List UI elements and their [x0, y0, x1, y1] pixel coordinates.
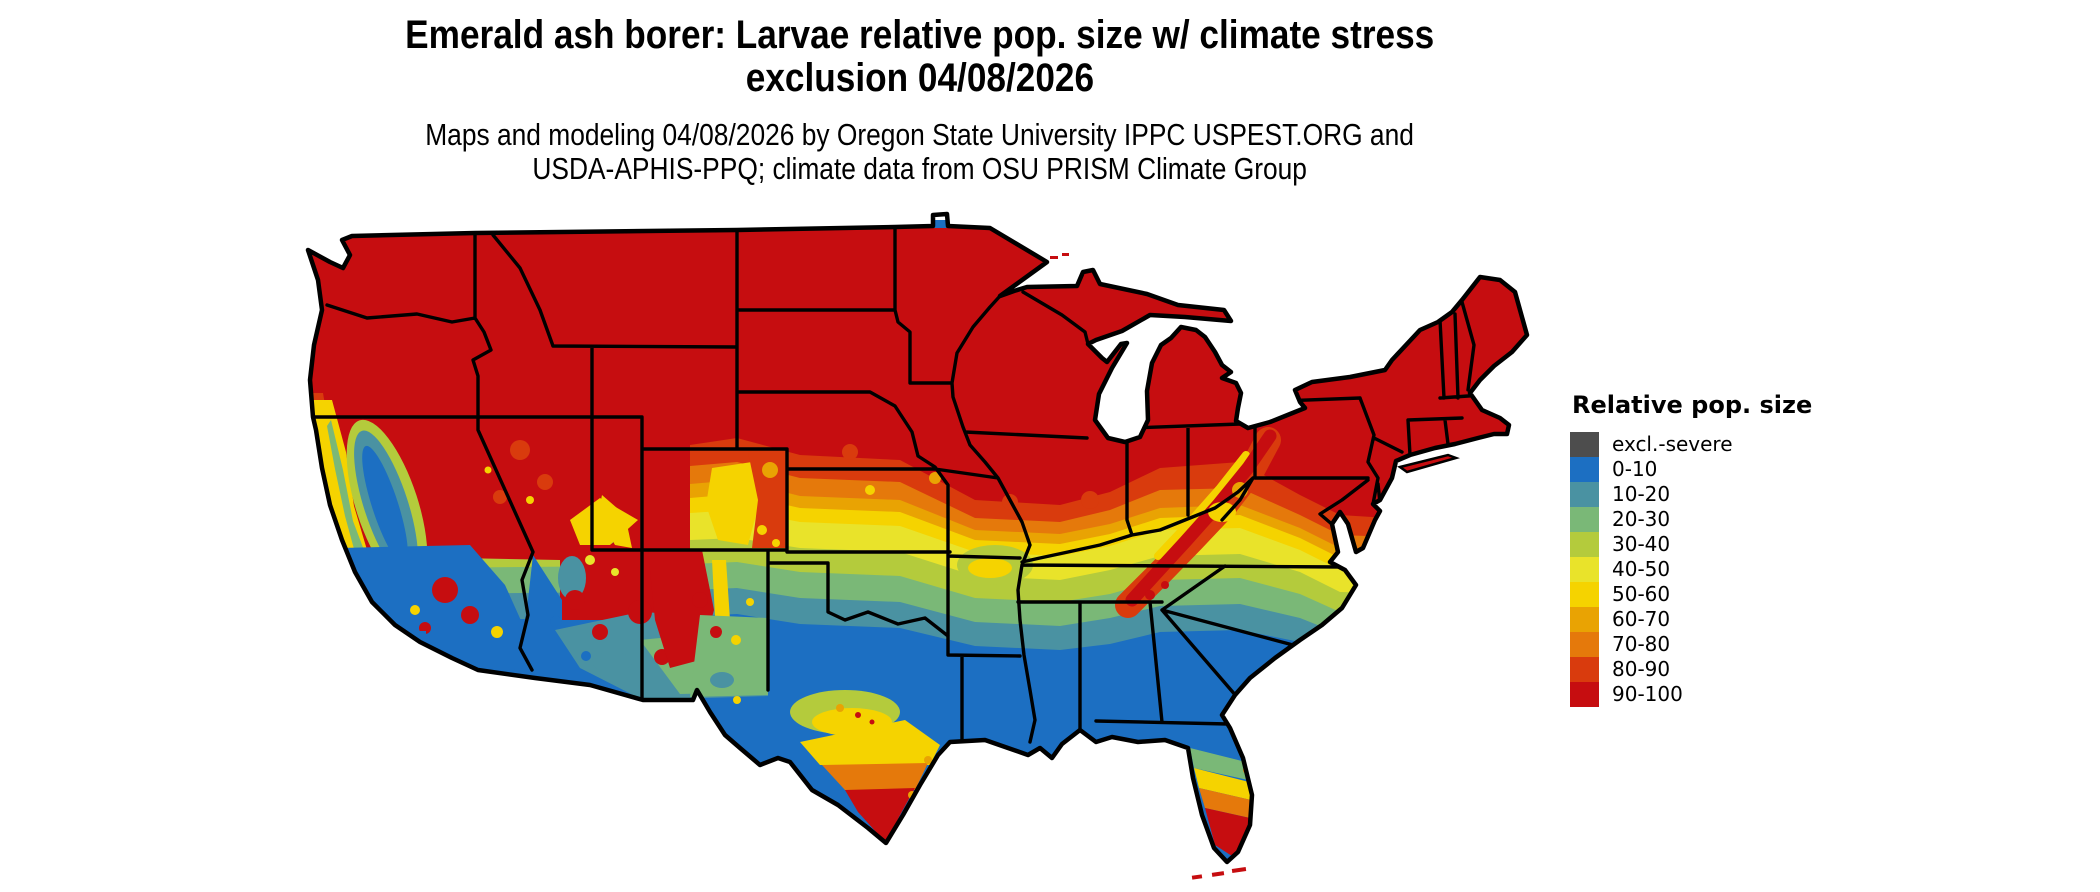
legend-swatch-icon — [1570, 457, 1599, 482]
offshore-features — [400, 253, 1460, 880]
legend-item: 30-40 — [1570, 532, 1900, 557]
title-line-2: exclusion 04/08/2026 — [745, 56, 1095, 100]
legend-swatch-icon — [1570, 432, 1599, 457]
legend-label: 0-10 — [1612, 457, 1658, 481]
legend-label: 60-70 — [1612, 607, 1671, 631]
legend-swatch-icon — [1570, 657, 1599, 682]
legend-item: 80-90 — [1570, 657, 1900, 682]
subtitle-line-2: USDA-APHIS-PPQ; climate data from OSU PR… — [532, 151, 1308, 186]
legend-item: 50-60 — [1570, 582, 1900, 607]
map-outline — [305, 211, 1530, 865]
title-line-1: Emerald ash borer: Larvae relative pop. … — [405, 13, 1435, 57]
legend-swatch-icon — [1570, 507, 1599, 532]
legend-item: 90-100 — [1570, 682, 1900, 707]
legend-label: 10-20 — [1612, 482, 1671, 506]
legend-item: 40-50 — [1570, 557, 1900, 582]
legend-swatch-icon — [1570, 632, 1599, 657]
legend-item: 20-30 — [1570, 507, 1900, 532]
legend-label: excl.-severe — [1612, 432, 1733, 456]
legend-label: 90-100 — [1612, 682, 1683, 706]
legend-swatch-icon — [1570, 482, 1599, 507]
legend-swatch-icon — [1570, 557, 1599, 582]
legend-label: 40-50 — [1612, 557, 1671, 581]
legend-label: 70-80 — [1612, 632, 1671, 656]
legend-title: Relative pop. size — [1572, 391, 1813, 419]
legend-label: 80-90 — [1612, 657, 1671, 681]
legend: Relative pop. size excl.-severe 0-10 10-20… — [1570, 392, 1900, 707]
legend-item: excl.-severe — [1570, 432, 1900, 457]
legend-label: 30-40 — [1612, 532, 1671, 556]
legend-item: 0-10 — [1570, 457, 1900, 482]
legend-swatch-icon — [1570, 532, 1599, 557]
legend-swatch-icon — [1570, 682, 1599, 707]
legend-rows: excl.-severe 0-10 10-20 20-30 30-40 40-50 50-6… — [1570, 432, 1900, 707]
subtitle-line-1: Maps and modeling 04/08/2026 by Oregon S… — [425, 117, 1415, 152]
legend-item: 60-70 — [1570, 607, 1900, 632]
subtitle: Maps and modeling 04/08/2026 by Oregon S… — [0, 118, 1840, 186]
page-title: Emerald ash borer: Larvae relative pop. … — [0, 14, 1840, 100]
legend-item: 70-80 — [1570, 632, 1900, 657]
legend-swatch-icon — [1570, 582, 1599, 607]
legend-item: 10-20 — [1570, 482, 1900, 507]
legend-swatch-icon — [1570, 607, 1599, 632]
legend-label: 50-60 — [1612, 582, 1671, 606]
legend-label: 20-30 — [1612, 507, 1671, 531]
